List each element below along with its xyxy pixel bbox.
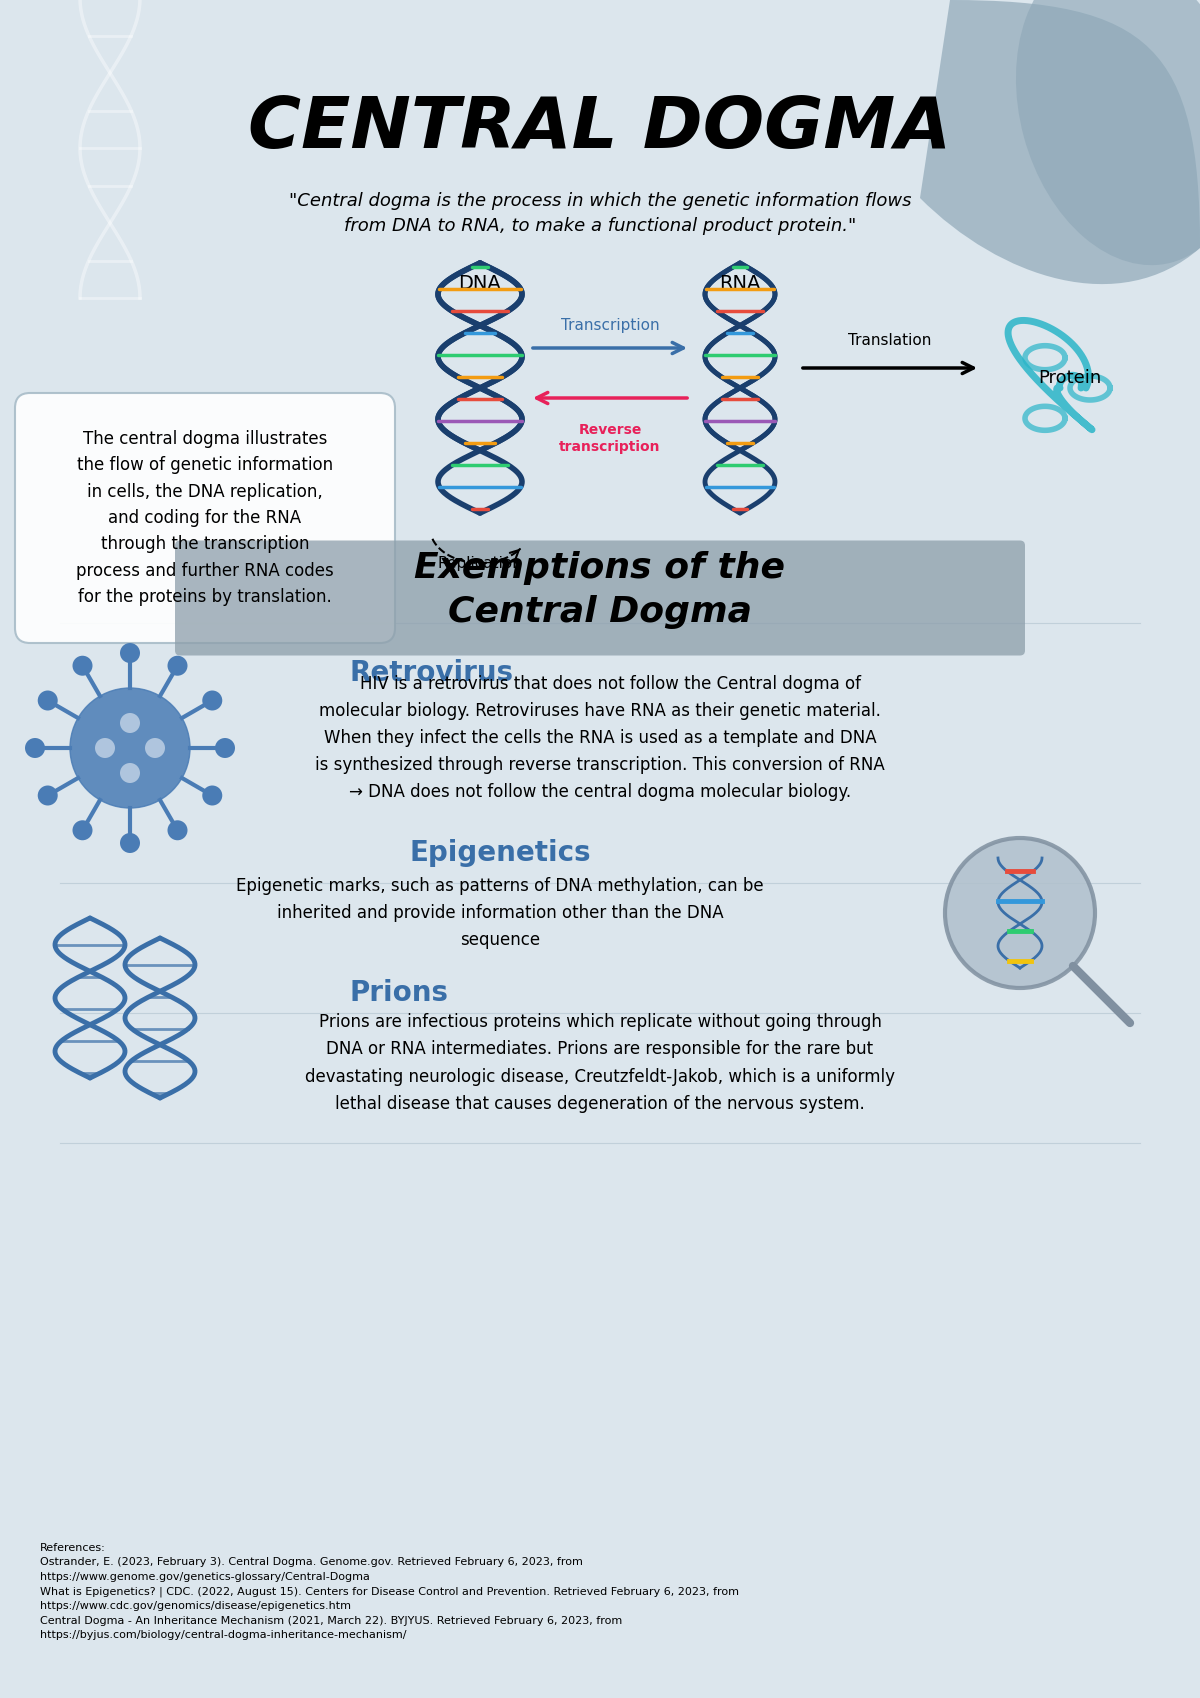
Text: Exemptions of the
Central Dogma: Exemptions of the Central Dogma xyxy=(414,550,786,630)
Text: "Central dogma is the process in which the genetic information flows
from DNA to: "Central dogma is the process in which t… xyxy=(289,192,911,234)
Text: DNA: DNA xyxy=(458,273,502,292)
Circle shape xyxy=(215,739,235,757)
Circle shape xyxy=(70,688,190,808)
Circle shape xyxy=(37,691,58,710)
Circle shape xyxy=(145,739,166,757)
Circle shape xyxy=(72,820,92,841)
Text: Prions are infectious proteins which replicate without going through
DNA or RNA : Prions are infectious proteins which rep… xyxy=(305,1014,895,1112)
Text: Epigenetic marks, such as patterns of DNA methylation, can be
inherited and prov: Epigenetic marks, such as patterns of DN… xyxy=(236,876,764,949)
Text: Replication: Replication xyxy=(438,555,522,571)
Circle shape xyxy=(37,786,58,805)
Circle shape xyxy=(168,820,187,841)
PathPatch shape xyxy=(920,0,1200,284)
FancyBboxPatch shape xyxy=(175,540,1025,655)
Text: CENTRAL DOGMA: CENTRAL DOGMA xyxy=(248,93,952,163)
Circle shape xyxy=(120,762,140,783)
Circle shape xyxy=(95,739,115,757)
Circle shape xyxy=(168,655,187,676)
Circle shape xyxy=(203,786,222,805)
Circle shape xyxy=(120,644,140,662)
FancyBboxPatch shape xyxy=(14,392,395,644)
Circle shape xyxy=(120,834,140,852)
Text: Protein: Protein xyxy=(1038,368,1102,387)
Text: References:
Ostrander, E. (2023, February 3). Central Dogma. Genome.gov. Retriev: References: Ostrander, E. (2023, Februar… xyxy=(40,1543,739,1640)
Text: Prions: Prions xyxy=(350,980,449,1007)
Circle shape xyxy=(120,713,140,734)
Text: Retrovirus: Retrovirus xyxy=(350,659,514,688)
Text: Translation: Translation xyxy=(848,333,931,348)
Text: The central dogma illustrates
the flow of genetic information
in cells, the DNA : The central dogma illustrates the flow o… xyxy=(76,430,334,606)
Text: RNA: RNA xyxy=(719,273,761,292)
Circle shape xyxy=(25,739,46,757)
Circle shape xyxy=(203,691,222,710)
Text: HIV is a retrovirus that does not follow the Central dogma of
molecular biology.: HIV is a retrovirus that does not follow… xyxy=(316,674,884,801)
Text: Epigenetics: Epigenetics xyxy=(409,839,590,868)
Text: Transcription: Transcription xyxy=(560,318,659,333)
Circle shape xyxy=(72,655,92,676)
Ellipse shape xyxy=(1016,0,1200,265)
Circle shape xyxy=(946,839,1096,988)
Text: Reverse
transcription: Reverse transcription xyxy=(559,423,661,455)
